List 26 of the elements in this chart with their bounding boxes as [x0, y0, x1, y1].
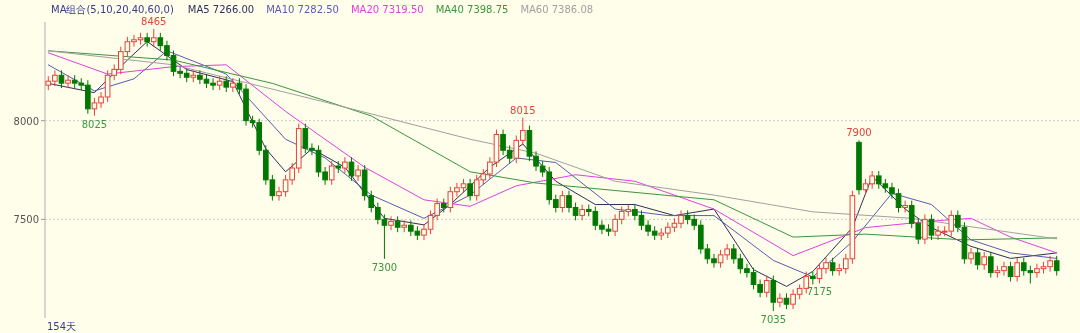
candlestick — [777, 292, 783, 308]
text: 154天 — [47, 321, 77, 332]
text: MA40 7398.75 — [435, 4, 509, 15]
legend-title: MA组合(5,10,20,40,60,0) — [51, 4, 174, 15]
text: MA20 7319.50 — [350, 4, 424, 15]
candlestick — [467, 178, 473, 202]
candlestick — [355, 164, 361, 182]
candlestick — [922, 213, 928, 245]
candlestick — [968, 247, 974, 265]
annotation: 8025 — [81, 118, 108, 130]
candlestick — [388, 215, 394, 231]
candlestick — [856, 139, 862, 196]
annotation: 7035 — [760, 314, 787, 326]
annotation: 8465 — [141, 15, 167, 27]
candlestick — [902, 200, 908, 213]
annotation: 8015 — [510, 104, 536, 116]
text: MA5 7266.00 — [187, 4, 255, 15]
annotation: 7175 — [806, 286, 833, 298]
annotation: 7300 — [371, 261, 398, 273]
candlestick — [342, 156, 348, 174]
y-tick-label: 7500 — [13, 214, 39, 226]
text: MA60 7386.08 — [520, 4, 594, 15]
y-tick-label: 8000 — [13, 115, 39, 127]
annotation: 7900 — [846, 127, 872, 139]
candlestick — [65, 74, 71, 89]
text: MA10 7282.50 — [266, 4, 339, 15]
